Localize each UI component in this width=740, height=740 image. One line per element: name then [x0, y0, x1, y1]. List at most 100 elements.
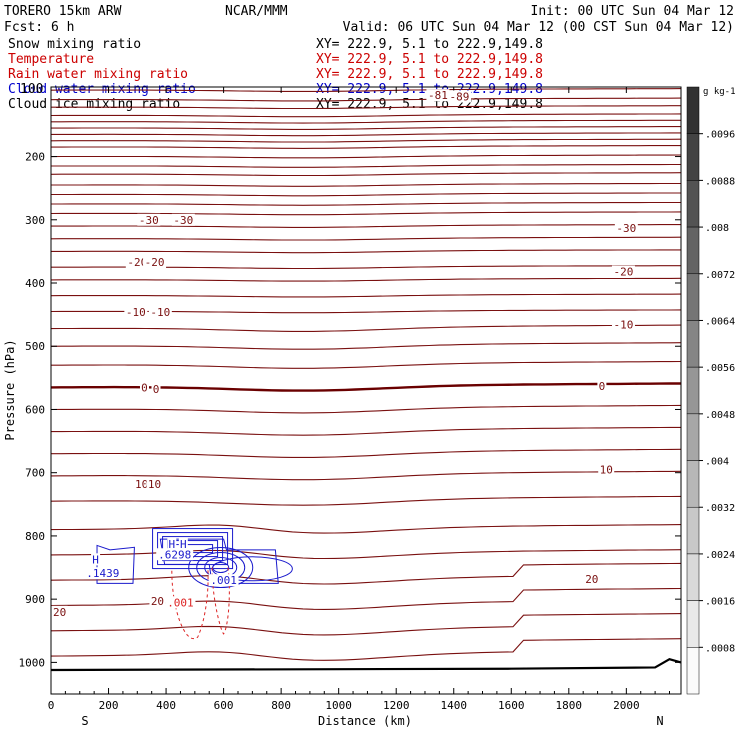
- colorbar-cell: [686, 133, 700, 181]
- cloud-water-label-bg: [84, 567, 122, 580]
- isotherm-line: [50, 324, 682, 332]
- isotherm-line: [51, 119, 681, 124]
- isotherm-line: [51, 126, 681, 130]
- isotherm-line: [51, 448, 682, 458]
- cloud-water-label: .001: [210, 574, 237, 587]
- cloud-water-label: H: [169, 538, 176, 551]
- isotherm-label: 10: [148, 478, 161, 491]
- colorbar-cell: [686, 366, 700, 415]
- x-tick-label: 2000: [613, 699, 640, 712]
- cloud-water-label-bg: [156, 548, 194, 561]
- isotherm-label: 20: [585, 573, 598, 586]
- isotherm-line: [50, 97, 682, 102]
- colorbar-cell: [686, 647, 700, 695]
- colorbar-tick-label: .0048: [705, 410, 735, 421]
- x-tick-label: 1800: [556, 699, 583, 712]
- isotherm-line: [50, 638, 682, 661]
- contour-labels: -30 -30-30-20-20-20-10 -10-100 0 010 10102020…: [51, 89, 638, 619]
- temperature-contours: [50, 88, 682, 661]
- overlap-label: 100: [20, 82, 43, 97]
- isotherm-label: -10: [126, 306, 146, 319]
- center-name: NCAR/MMM: [225, 4, 288, 19]
- isotherm-label: -30: [139, 214, 159, 227]
- field-label-cloud-water: Cloud water mixing ratio: [8, 82, 196, 97]
- isotherm-line: [50, 495, 682, 506]
- isotherm-label-bg: [51, 605, 68, 618]
- y-tick-label: 600: [25, 403, 45, 416]
- isotherm-line: [50, 587, 682, 610]
- x-axis-right-end-label: N: [656, 714, 663, 728]
- isotherm-line: [51, 249, 681, 254]
- isotherm-line: [50, 113, 682, 118]
- isotherm-label: -20: [127, 256, 147, 269]
- colorbar-cell: [686, 506, 700, 555]
- cloud-water-label: .6298: [158, 548, 191, 561]
- isotherm-label: 20: [53, 606, 66, 619]
- isotherm-line: [50, 342, 682, 350]
- isotherm-line: [51, 182, 681, 187]
- y-axis-title: Pressure (hPa): [3, 339, 17, 440]
- isotherm-label: -89: [450, 90, 470, 103]
- init-time: Init: 00 UTC Sun 04 Mar 12: [531, 4, 735, 19]
- x-tick-label: 200: [99, 699, 119, 712]
- field-label-temperature: Temperature: [8, 52, 94, 67]
- isotherm-label-bg: [611, 265, 635, 278]
- field-xy-rain: XY= 222.9, 5.1 to 222.9,149.8: [316, 67, 543, 82]
- colorbar-tick-label: .0016: [705, 597, 735, 608]
- colorbar-cell: [686, 413, 700, 461]
- isotherm-line: [50, 236, 682, 241]
- isotherm-line: [51, 132, 681, 137]
- axes: 0 200 400 600 800 1000 1200 1400 1600 1800 2000200…: [19, 86, 682, 712]
- y-tick-label: 800: [25, 530, 45, 543]
- x-tick-label: 0: [48, 699, 55, 712]
- cloud-water-label: .1439: [86, 567, 119, 580]
- colorbar-tick-label: .0072: [705, 270, 735, 281]
- isotherm-label: 20: [151, 595, 164, 608]
- colorbar-cell: [686, 553, 700, 601]
- isotherm-label-bg: [597, 380, 607, 393]
- isotherm-label-bg: [133, 478, 150, 491]
- isotherm-line: [50, 293, 682, 298]
- x-tick-label: 600: [214, 699, 234, 712]
- colorbar-unit-label: g kg-1: [703, 87, 736, 97]
- colorbar-tick-label: .008: [705, 223, 729, 234]
- isotherm-label-bg: [611, 318, 635, 331]
- isotherm-label-bg: [143, 256, 167, 269]
- colorbar-cell: [686, 600, 700, 648]
- isotherm-line: [50, 613, 682, 636]
- isotherm-line: [50, 88, 682, 92]
- isotherm-line: [51, 426, 681, 436]
- valid-time: Valid: 06 UTC Sun 04 Mar 12 (00 CST Sun …: [343, 20, 734, 35]
- field-label-snow: Snow mixing ratio: [8, 37, 141, 52]
- colorbar-tick-label: .0056: [705, 363, 735, 374]
- isotherm-label: -20: [614, 266, 634, 279]
- cloud-water-label-bg: [167, 538, 177, 551]
- isotherm-label-bg: [149, 595, 166, 608]
- isotherm-label-bg: [139, 381, 149, 394]
- x-tick-label: 400: [156, 699, 176, 712]
- isotherm-label-bg: [151, 383, 161, 396]
- terrain-surface: [50, 658, 682, 672]
- isotherm-label: -10: [150, 306, 170, 319]
- cloud-water-label: H: [92, 553, 99, 566]
- isotherm-label-bg: [426, 89, 450, 102]
- isotherm-line: [51, 201, 681, 206]
- isotherm-label: -30: [616, 222, 636, 235]
- x-tick-label: 1400: [440, 699, 467, 712]
- isotherm-label-bg: [583, 572, 600, 585]
- cloud-water-label-bg: [208, 574, 239, 587]
- colorbar-cell: [686, 226, 700, 275]
- isotherm-line: [51, 192, 681, 197]
- y-tick-label: 1000: [19, 656, 46, 669]
- colorbar-tick-label: .0032: [705, 503, 735, 514]
- isotherm-line: [50, 549, 682, 560]
- colorbar-cell: [686, 273, 700, 321]
- y-tick-label: 900: [25, 593, 45, 606]
- isotherm-label-bg: [125, 256, 149, 269]
- colorbar-cell: [686, 320, 700, 368]
- rain-water-contour: [211, 567, 230, 635]
- isotherm-line: [51, 163, 681, 168]
- isotherm-line: [50, 470, 682, 481]
- y-tick-label: 500: [25, 340, 45, 353]
